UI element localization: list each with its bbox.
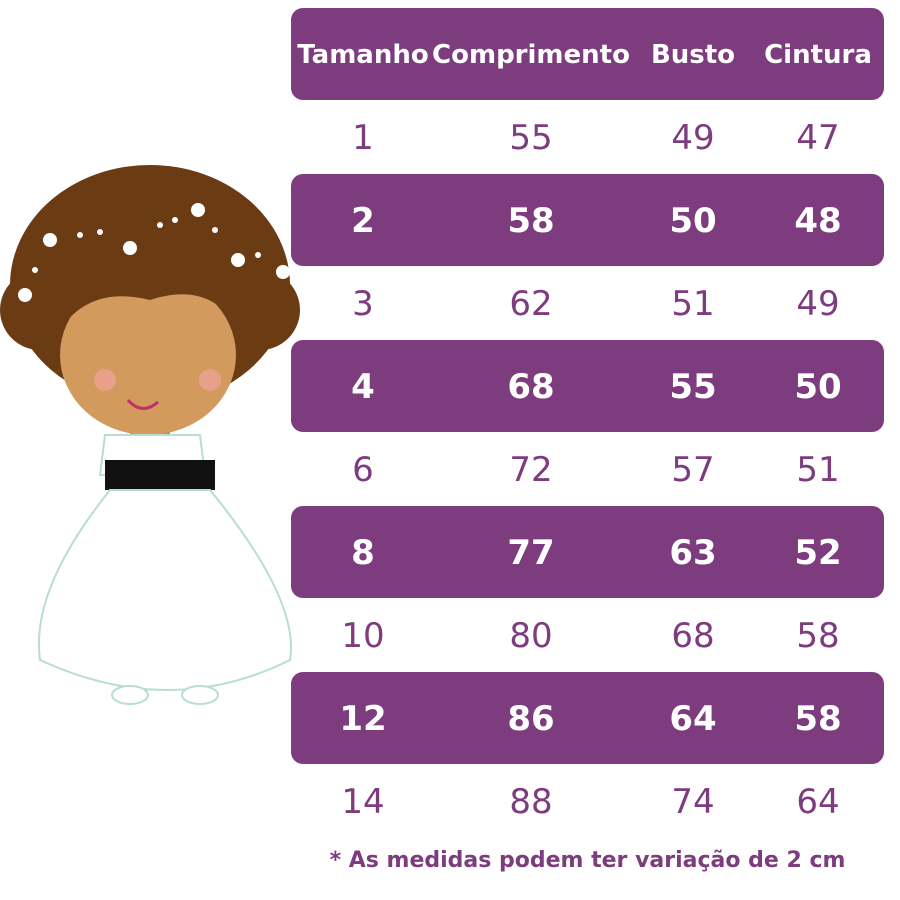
table-cell: 86: [507, 698, 555, 739]
header-tamanho: Tamanho: [297, 39, 429, 70]
row-band: [291, 340, 884, 432]
table-cell: 68: [671, 615, 715, 656]
table-row: 1 55 49 47: [291, 96, 884, 179]
table-cell: 64: [796, 781, 840, 822]
table-row: 4 68 55 50: [291, 345, 884, 428]
table-cell: 55: [669, 366, 717, 407]
table-cell: 58: [796, 615, 840, 656]
table-cell: 12: [339, 698, 387, 739]
table-cell: 4: [351, 366, 375, 407]
table-cell: 1: [352, 117, 374, 158]
table-cell: 55: [509, 117, 553, 158]
table-cell: 14: [341, 781, 385, 822]
table-row: 10 80 68 58: [291, 594, 884, 677]
table-cell: 2: [351, 200, 375, 241]
header-comprimento: Comprimento: [432, 39, 630, 70]
table-row: 6 72 57 51: [291, 428, 884, 511]
table-cell: 6: [352, 449, 374, 490]
table-cell: 62: [509, 283, 553, 324]
table-header-row: Tamanho Comprimento Busto Cintura: [291, 13, 884, 96]
table-row: 2 58 50 48: [291, 179, 884, 262]
table-cell: 88: [509, 781, 553, 822]
table-cell: 47: [796, 117, 840, 158]
table-row: 3 62 51 49: [291, 262, 884, 345]
table-row: 8 77 63 52: [291, 511, 884, 594]
table-cell: 74: [671, 781, 715, 822]
table-cell: 64: [669, 698, 717, 739]
table-cell: 51: [671, 283, 715, 324]
girl-illustration-icon: [0, 165, 300, 705]
table-row: 12 86 64 58: [291, 677, 884, 760]
footnote: * As medidas podem ter variação de 2 cm: [329, 848, 846, 873]
table-cell: 50: [669, 200, 717, 241]
header-cintura: Cintura: [764, 39, 872, 70]
table-cell: 58: [507, 200, 555, 241]
table-cell: 52: [794, 532, 842, 573]
table-header: [291, 8, 884, 100]
row-band: [291, 672, 884, 764]
table-cell: 72: [509, 449, 553, 490]
header-busto: Busto: [650, 39, 736, 70]
table-cell: 51: [796, 449, 840, 490]
table-cell: 57: [671, 449, 715, 490]
table-cell: 10: [341, 615, 385, 656]
table-cell: 8: [351, 532, 375, 573]
table-row: 14 88 74 64: [291, 760, 884, 843]
table-cell: 49: [671, 117, 715, 158]
table-cell: 48: [794, 200, 842, 241]
table-cell: 80: [509, 615, 553, 656]
row-band: [291, 506, 884, 598]
table-cell: 77: [507, 532, 555, 573]
table-cell: 63: [669, 532, 717, 573]
table-cell: 3: [352, 283, 374, 324]
table-cell: 68: [507, 366, 555, 407]
table-cell: 49: [796, 283, 840, 324]
table-cell: 58: [794, 698, 842, 739]
row-band: [291, 174, 884, 266]
table-cell: 50: [794, 366, 842, 407]
